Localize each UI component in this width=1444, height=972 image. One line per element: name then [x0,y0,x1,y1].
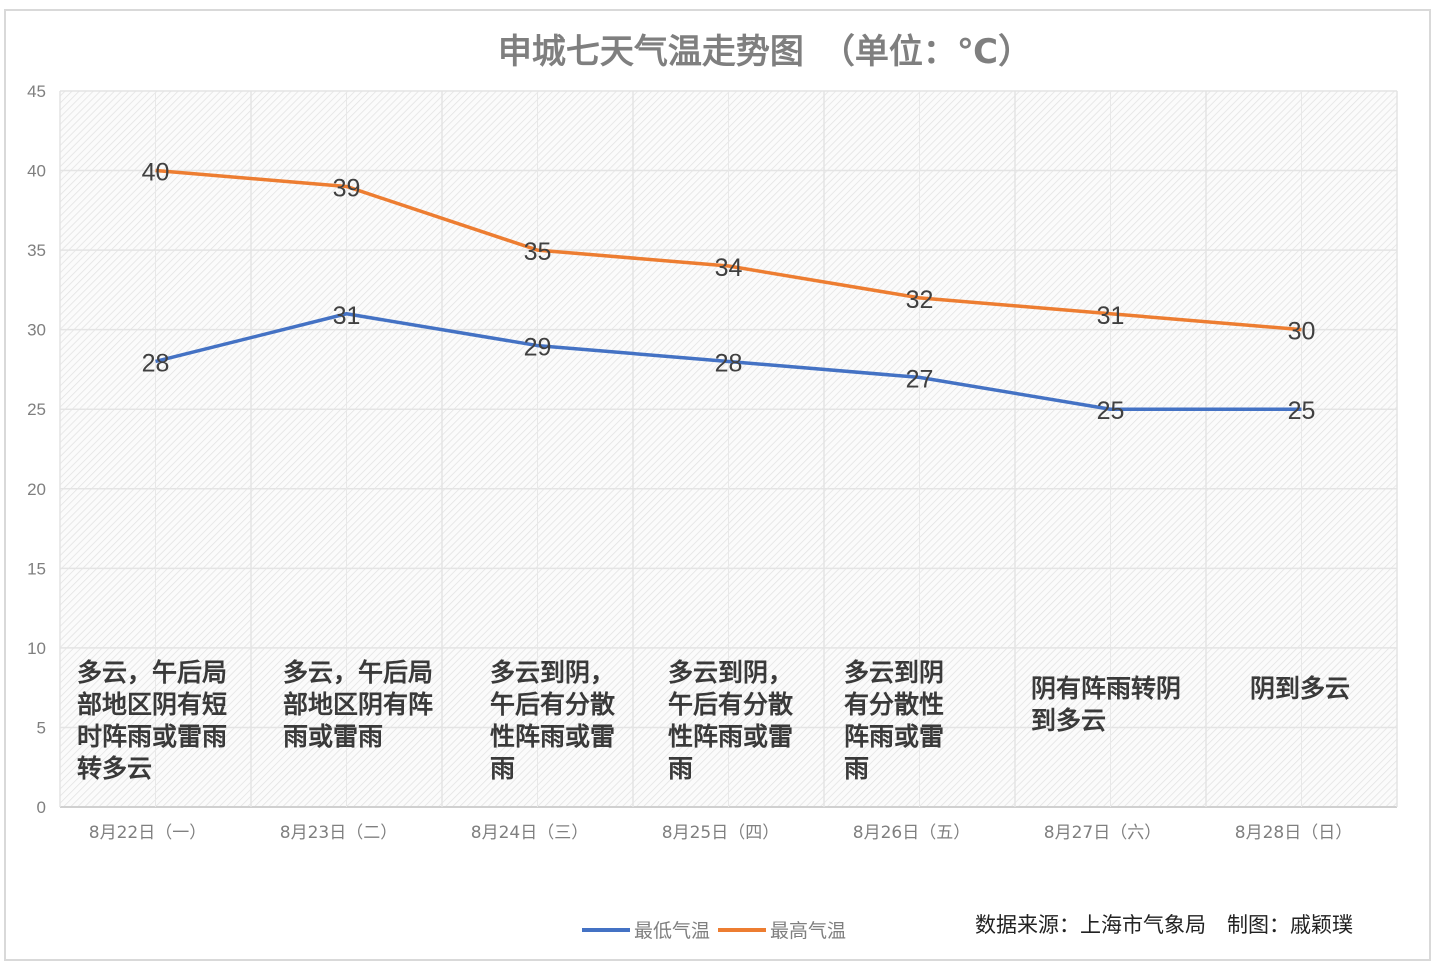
chart-frame [4,9,1431,961]
data-label: 27 [906,365,934,393]
weather-annotation: 阴有阵雨转阴 到多云 [1031,674,1182,735]
data-label: 31 [1097,302,1125,330]
weather-annotation: 多云到阴， 午后有分散 性阵雨或雷 雨 [668,658,794,783]
series-line-min [155,312,1302,411]
x-tick-label: 8月27日（六） [1044,823,1161,843]
legend: 最低气温 最高气温 [582,916,854,943]
series-line-max [155,168,1302,332]
x-tick-label: 8月26日（五） [853,823,970,843]
weather-annotation: 多云，午后局 部地区阴有短 时阵雨或雷雨 转多云 [77,658,228,783]
weather-annotation: 多云，午后局 部地区阴有阵 雨或雷雨 [283,658,434,751]
y-tick-label: 20 [27,480,46,499]
data-label: 29 [524,334,552,362]
x-tick-label: 8月23日（二） [280,823,397,843]
y-tick-label: 0 [37,798,46,817]
y-tick-label: 15 [27,559,46,578]
data-label: 35 [524,238,552,266]
data-label: 25 [1097,397,1125,425]
source-note: 数据来源：上海市气象局 制图：戚颖璞 [975,913,1353,937]
legend-swatch-min [582,927,630,932]
data-label: 34 [715,254,743,282]
legend-swatch-max [718,927,767,932]
data-label: 32 [906,286,934,314]
data-label: 31 [333,302,361,330]
y-tick-label: 45 [27,82,46,101]
weather-annotation: 阴到多云 [1250,674,1351,703]
y-tick-label: 30 [27,321,46,340]
y-tick-label: 5 [37,718,46,737]
legend-item-min: 最低气温 [582,916,710,943]
data-label: 25 [1288,397,1316,425]
y-tick-label: 35 [27,241,46,260]
data-label: 40 [142,159,170,187]
legend-label-min: 最低气温 [634,920,711,942]
y-tick-label: 40 [27,162,46,181]
legend-item-max: 最高气温 [718,916,846,943]
y-tick-label: 25 [27,400,46,419]
x-tick-label: 8月28日（日） [1235,823,1352,843]
data-label: 30 [1288,318,1316,346]
data-label: 28 [142,349,170,377]
x-tick-label: 8月25日（四） [662,823,779,843]
weather-annotation: 多云到阴 有分散性 阵雨或雷 雨 [844,658,945,783]
y-tick-label: 10 [27,639,46,658]
data-label: 28 [715,349,743,377]
x-tick-label: 8月22日（一） [89,823,206,843]
weather-annotation: 多云到阴， 午后有分散 性阵雨或雷 雨 [490,658,616,783]
chart-title: 申城七天气温走势图 （单位：℃） [497,32,1033,72]
legend-label-max: 最高气温 [770,920,847,942]
x-tick-label: 8月24日（三） [471,823,588,843]
data-label: 39 [333,174,361,202]
